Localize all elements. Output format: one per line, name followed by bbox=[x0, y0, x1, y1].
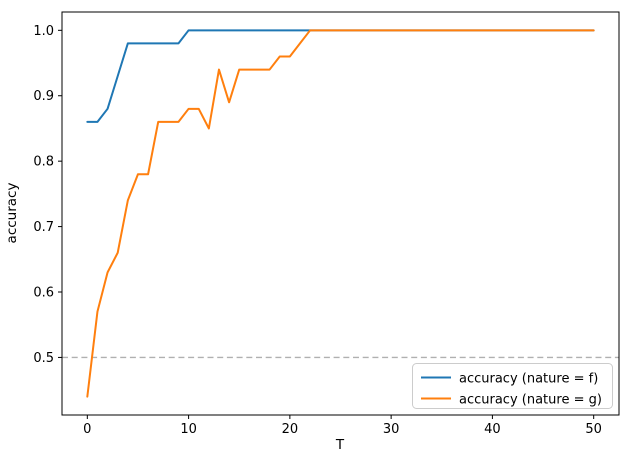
y-tick-label: 0.8 bbox=[33, 155, 54, 170]
y-tick-label: 0.5 bbox=[33, 351, 54, 366]
y-tick-label: 0.7 bbox=[33, 220, 54, 235]
y-axis-label: accuracy bbox=[4, 183, 20, 244]
legend-label-g: accuracy (nature = g) bbox=[459, 393, 602, 408]
legend: accuracy (nature = f) accuracy (nature =… bbox=[412, 363, 613, 409]
y-tick-label: 0.9 bbox=[33, 89, 54, 104]
x-tick-label: 0 bbox=[83, 422, 91, 437]
x-tick-label: 20 bbox=[282, 422, 299, 437]
legend-label-f: accuracy (nature = f) bbox=[459, 372, 598, 387]
x-tick-label: 40 bbox=[484, 422, 501, 437]
plot-area: 0 10 20 30 40 50 0.5 0.6 0.7 0.8 0.9 1.0 bbox=[33, 11, 620, 437]
series-line-f bbox=[86, 29, 595, 123]
x-tick-label: 50 bbox=[585, 422, 602, 437]
legend-box bbox=[412, 363, 613, 409]
x-tick-label: 30 bbox=[383, 422, 400, 437]
x-tick-label: 10 bbox=[180, 422, 197, 437]
x-axis-label: T bbox=[335, 437, 345, 453]
y-tick-label: 0.6 bbox=[33, 286, 54, 301]
axes-spines bbox=[61, 11, 620, 416]
y-tick-label: 1.0 bbox=[33, 24, 54, 39]
series-line-g bbox=[86, 29, 595, 398]
